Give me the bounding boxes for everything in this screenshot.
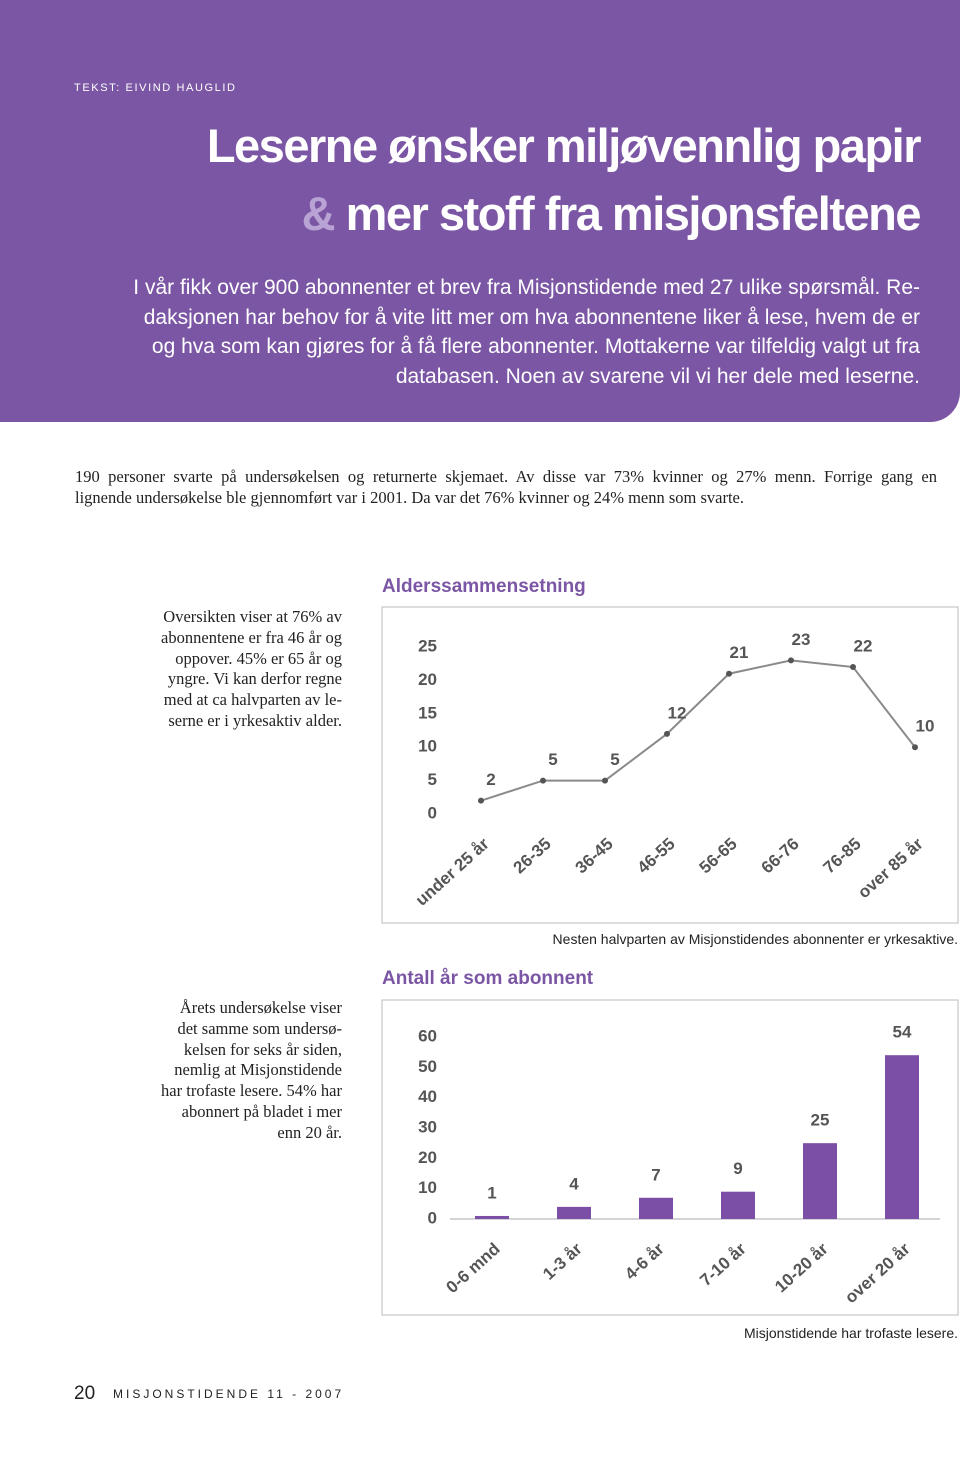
data-label: 23	[792, 630, 811, 649]
x-tick-label: 66-76	[758, 834, 803, 877]
chart-title: Antall år som abonnent	[382, 968, 594, 989]
body-line: lignende undersøkelse ble gjennomført va…	[75, 488, 744, 507]
y-tick-label: 15	[418, 703, 437, 722]
side-text-line: med at ca halvparten av le-	[163, 690, 342, 710]
side-text-line: enn 20 år.	[277, 1122, 342, 1142]
title-line: Leserne ønsker miljøvennlig papir	[206, 119, 922, 172]
data-label: 25	[811, 1111, 830, 1130]
y-tick-label: 20	[418, 670, 437, 689]
bar	[885, 1055, 919, 1219]
bar	[639, 1197, 673, 1219]
x-tick-label: 10-20 år	[771, 1239, 832, 1296]
x-tick-label: 4-6 år	[621, 1239, 668, 1284]
side-text-line: serne er i yrkesaktiv alder.	[168, 711, 342, 730]
x-tick-label: 56-65	[696, 834, 741, 877]
bar	[721, 1191, 755, 1219]
chart-frame	[381, 606, 959, 924]
side-text-line: Årets undersøkelse viser	[179, 998, 342, 1017]
side-text-line: abonnentene er fra 46 år og	[161, 627, 342, 647]
title-text: mer stoff fra misjonsfeltene	[345, 187, 922, 240]
ampersand: &	[301, 187, 336, 240]
y-tick-label: 50	[418, 1057, 437, 1076]
data-point	[788, 657, 794, 664]
data-label: 5	[610, 750, 619, 769]
side-text-line: har trofaste lesere. 54% har	[161, 1081, 342, 1101]
side-text-line: abonnert på bladet i mer	[181, 1102, 342, 1121]
y-tick-label: 10	[418, 1178, 437, 1197]
intro-line: databasen. Noen av svarene vil vi her de…	[395, 364, 920, 388]
bar	[475, 1215, 509, 1219]
chart-frame	[381, 999, 959, 1316]
side-text-line: Oversikten viser at 76% av	[163, 607, 342, 626]
chart-title: Alderssammensetning	[382, 576, 586, 597]
data-label: 4	[569, 1174, 579, 1193]
page-number: 20	[74, 1383, 96, 1404]
header-band	[0, 0, 960, 422]
y-tick-label: 30	[418, 1117, 437, 1136]
y-tick-label: 5	[428, 770, 437, 789]
data-point	[726, 670, 732, 677]
x-tick-label: 7-10 år	[696, 1239, 750, 1290]
x-tick-label: under 25 år	[412, 834, 493, 910]
data-point	[664, 730, 670, 737]
data-point	[478, 797, 484, 804]
title-line: & mer stoff fra misjonsfeltene	[301, 186, 922, 241]
data-label: 22	[854, 637, 873, 656]
y-tick-label: 20	[418, 1148, 437, 1167]
side-text-line: yngre. Vi kan derfor regne	[167, 669, 342, 689]
x-tick-label: over 85 år	[854, 834, 927, 902]
side-text-line: det samme som undersø-	[177, 1018, 342, 1038]
x-tick-label: over 20 år	[841, 1239, 914, 1307]
y-tick-label: 25	[418, 636, 437, 655]
data-label: 10	[916, 717, 935, 736]
data-label: 7	[651, 1165, 660, 1184]
y-tick-label: 10	[418, 737, 437, 756]
data-label: 21	[730, 643, 749, 662]
body-line: 190 personer svarte på undersøkelsen og …	[75, 467, 937, 486]
data-point	[602, 777, 608, 784]
x-tick-label: 46-55	[634, 834, 679, 877]
y-tick-label: 0	[428, 1208, 437, 1227]
data-point	[912, 744, 918, 751]
x-tick-label: 1-3 år	[539, 1239, 586, 1284]
data-line	[480, 659, 916, 802]
data-point	[850, 664, 856, 671]
bar	[803, 1143, 837, 1219]
bar	[557, 1206, 591, 1219]
side-text-line: oppover. 45% er 65 år og	[175, 648, 342, 668]
data-label: 2	[486, 770, 495, 789]
intro-line: I vår fikk over 900 abonnenter et brev f…	[133, 276, 920, 299]
side-text-line: kelsen for seks år siden,	[183, 1039, 342, 1059]
data-label: 12	[668, 703, 687, 722]
y-tick-label: 40	[418, 1087, 437, 1106]
data-label: 5	[548, 750, 557, 769]
x-tick-label: 76-85	[820, 834, 865, 877]
data-label: 1	[487, 1183, 496, 1202]
y-tick-label: 0	[428, 803, 437, 822]
y-tick-label: 60	[418, 1026, 437, 1045]
data-label: 54	[893, 1023, 912, 1042]
intro-line: daksjonen har behov for å vite litt mer …	[143, 305, 920, 329]
x-tick-label: 26-35	[510, 834, 555, 877]
byline: TEKST: EIVIND HAUGLID	[74, 82, 237, 94]
magazine-name: MISJONSTIDENDE 11 - 2007	[113, 1387, 345, 1401]
x-tick-label: 0-6 mnd	[443, 1239, 504, 1297]
chart-caption: Misjonstidende har trofaste lesere.	[744, 1325, 958, 1341]
chart-caption: Nesten halvparten av Misjonstidendes abo…	[552, 931, 958, 947]
x-tick-label: 36-45	[572, 834, 617, 877]
intro-line: og hva som kan gjøres for å få flere abo…	[151, 335, 920, 358]
data-point	[540, 777, 546, 784]
data-label: 9	[733, 1159, 742, 1178]
side-text-line: nemlig at Misjonstidende	[174, 1060, 342, 1080]
